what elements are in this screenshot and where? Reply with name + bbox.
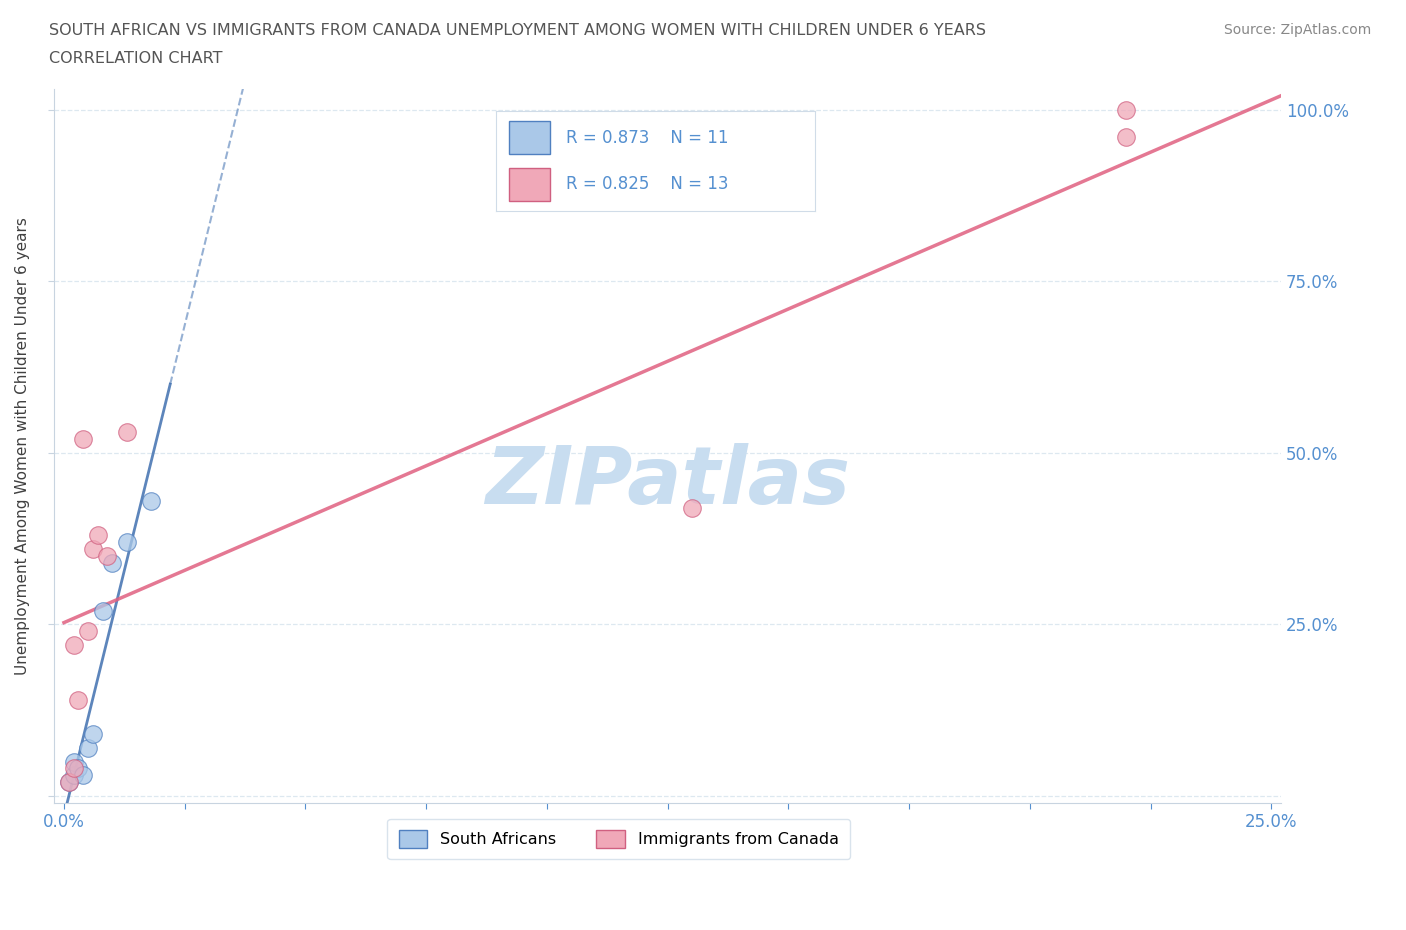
Point	[58, 775, 80, 790]
Point	[82, 726, 104, 741]
Text: Source: ZipAtlas.com: Source: ZipAtlas.com	[1223, 23, 1371, 37]
Point	[62, 768, 84, 783]
Point	[67, 693, 90, 708]
Point	[67, 761, 90, 776]
Point	[58, 775, 80, 790]
Point	[77, 624, 100, 639]
Point	[96, 549, 118, 564]
Point	[115, 535, 138, 550]
Point	[72, 432, 94, 446]
Point	[101, 555, 124, 570]
Point	[62, 761, 84, 776]
Point	[1115, 130, 1137, 145]
Point	[139, 494, 162, 509]
Y-axis label: Unemployment Among Women with Children Under 6 years: Unemployment Among Women with Children U…	[15, 217, 30, 675]
Point	[62, 638, 84, 653]
Point	[87, 528, 110, 543]
Text: ZIPatlas: ZIPatlas	[485, 443, 851, 521]
Point	[77, 740, 100, 755]
Point	[1115, 102, 1137, 117]
Text: SOUTH AFRICAN VS IMMIGRANTS FROM CANADA UNEMPLOYMENT AMONG WOMEN WITH CHILDREN U: SOUTH AFRICAN VS IMMIGRANTS FROM CANADA …	[49, 23, 986, 38]
Point	[91, 604, 114, 618]
Text: CORRELATION CHART: CORRELATION CHART	[49, 51, 222, 66]
Point	[681, 500, 703, 515]
Legend: South Africans, Immigrants from Canada: South Africans, Immigrants from Canada	[387, 819, 849, 859]
Point	[115, 425, 138, 440]
Point	[72, 768, 94, 783]
Point	[82, 541, 104, 556]
Point	[62, 754, 84, 769]
